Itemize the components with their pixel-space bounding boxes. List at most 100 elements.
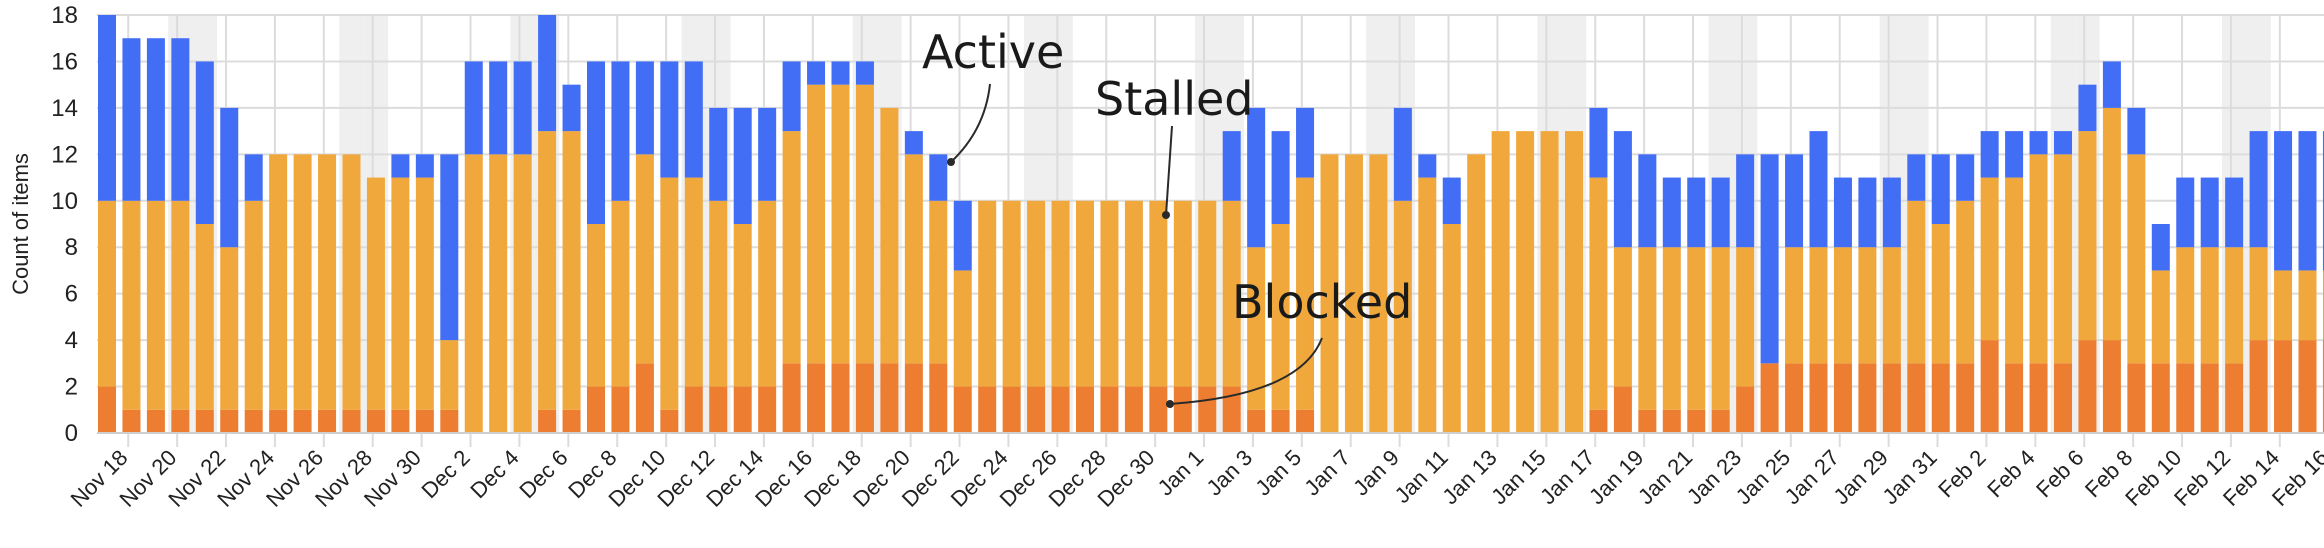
bar-segment-active — [684, 61, 703, 178]
bar-segment-stalled — [587, 224, 605, 387]
bar-segment-stalled — [2127, 154, 2146, 364]
bar-segment-blocked — [2054, 363, 2072, 433]
bar-segment-blocked — [415, 409, 434, 433]
bar-segment-stalled — [1491, 131, 1510, 433]
bar-segment-stalled — [1882, 247, 1901, 364]
bar-segment-blocked — [1613, 386, 1632, 433]
bar-segment-active — [1662, 177, 1681, 248]
bar-segment-active — [2298, 131, 2317, 271]
bar-segment-stalled — [269, 154, 288, 410]
bar-segment-blocked — [611, 386, 630, 433]
bar-segment-active — [660, 61, 679, 178]
bar-segment-blocked — [2102, 340, 2121, 433]
bar-segment-active — [2225, 177, 2244, 248]
bar-segment-active — [929, 154, 948, 201]
bar-segment-blocked — [2151, 363, 2170, 433]
bar-segment-stalled — [1442, 224, 1461, 433]
bar-segment-blocked — [1124, 386, 1143, 433]
bar-segment-blocked — [1956, 363, 1975, 433]
bar-segment-stalled — [1736, 247, 1755, 387]
bar-segment-stalled — [978, 200, 997, 387]
bar-segment-stalled — [2054, 154, 2072, 364]
bar-segment-active — [2176, 177, 2195, 248]
bar-segment-blocked — [855, 363, 874, 433]
bar-segment-stalled — [1002, 200, 1021, 387]
bar-segment-stalled — [1613, 247, 1632, 387]
bar-segment-stalled — [2274, 270, 2293, 341]
bar-segment-active — [1956, 154, 1975, 201]
bar-segment-active — [1393, 107, 1412, 201]
bar-segment-stalled — [464, 154, 483, 434]
bar-segment-stalled — [2005, 177, 2024, 364]
bar-segment-active — [1613, 131, 1632, 248]
bar-segment-stalled — [660, 177, 679, 410]
bar-segment-active — [2151, 224, 2170, 271]
bar-segment-active — [1858, 177, 1877, 248]
bar-segment-blocked — [1247, 409, 1266, 433]
bar-segment-stalled — [1393, 200, 1412, 433]
bar-segment-blocked — [1638, 409, 1657, 433]
y-axis-label: Count of items — [8, 153, 33, 295]
bar-segment-blocked — [1785, 363, 1804, 433]
bar-segment-active — [1833, 177, 1852, 248]
bar-segment-stalled — [1467, 154, 1486, 434]
bar-segment-stalled — [220, 247, 239, 410]
bar-segment-blocked — [98, 386, 116, 433]
bar-segment-blocked — [1589, 409, 1608, 433]
bar-segment-active — [611, 61, 630, 201]
bar-segment-stalled — [1076, 200, 1094, 387]
bar-segment-blocked — [2200, 363, 2219, 433]
y-tick-label: 14 — [51, 95, 78, 122]
bar-segment-stalled — [880, 107, 899, 364]
annotation-stalled: Stalled — [1095, 72, 1253, 126]
bar-segment-blocked — [929, 363, 948, 433]
bar-segment-stalled — [1907, 200, 1926, 364]
bar-segment-stalled — [415, 177, 434, 410]
bar-segment-active — [2274, 131, 2293, 271]
bar-segment-blocked — [1198, 386, 1217, 433]
bar-segment-blocked — [1173, 386, 1192, 433]
x-tick-label: Dec 2 — [417, 445, 475, 503]
bar-segment-active — [1809, 131, 1828, 248]
bar-segment-stalled — [1711, 247, 1730, 410]
bar-segment-active — [2322, 131, 2324, 271]
bar-segment-stalled — [1296, 177, 1315, 410]
bar-segment-blocked — [904, 363, 923, 433]
bar-segment-stalled — [146, 200, 165, 410]
bar-segment-blocked — [684, 386, 703, 433]
y-tick-label: 6 — [65, 281, 78, 308]
y-tick-label: 10 — [51, 188, 78, 215]
bar-segment-stalled — [782, 131, 801, 364]
bar-segment-stalled — [1516, 131, 1535, 433]
bar-segment-stalled — [342, 154, 361, 410]
bar-segment-active — [562, 84, 581, 132]
bar-segment-stalled — [1809, 247, 1828, 364]
annotation-arrow — [1165, 125, 1173, 216]
bar-segment-active — [98, 15, 116, 201]
bar-segment-blocked — [1076, 386, 1094, 433]
bar-segment-active — [953, 200, 972, 271]
bar-segment-stalled — [1173, 200, 1192, 387]
bar-segment-blocked — [1736, 386, 1755, 433]
x-tick-label: Feb 2 — [1933, 445, 1990, 502]
bar-segment-stalled — [2102, 107, 2121, 341]
annotation-arrow — [1169, 337, 1323, 405]
bar-segment-stalled — [1100, 200, 1119, 387]
bar-segment-stalled — [538, 131, 557, 410]
bar-segment-blocked — [391, 409, 410, 433]
bar-segment-active — [1980, 131, 1999, 178]
bar-segment-blocked — [1711, 409, 1730, 433]
bar-segment-active — [2102, 61, 2121, 108]
bar-segment-stalled — [2176, 247, 2195, 364]
bar-segment-active — [391, 154, 410, 178]
bar-segment-stalled — [855, 84, 874, 364]
bar-segment-stalled — [1638, 247, 1657, 410]
x-tick-label: Jan 31 — [1877, 445, 1941, 509]
bar-segment-blocked — [562, 409, 581, 433]
bar-segment-active — [2054, 131, 2072, 155]
x-tick-label: Dec 6 — [514, 445, 572, 503]
bar-segment-stalled — [1540, 131, 1559, 433]
bar-segment-blocked — [709, 386, 728, 433]
bar-segment-active — [464, 61, 483, 155]
